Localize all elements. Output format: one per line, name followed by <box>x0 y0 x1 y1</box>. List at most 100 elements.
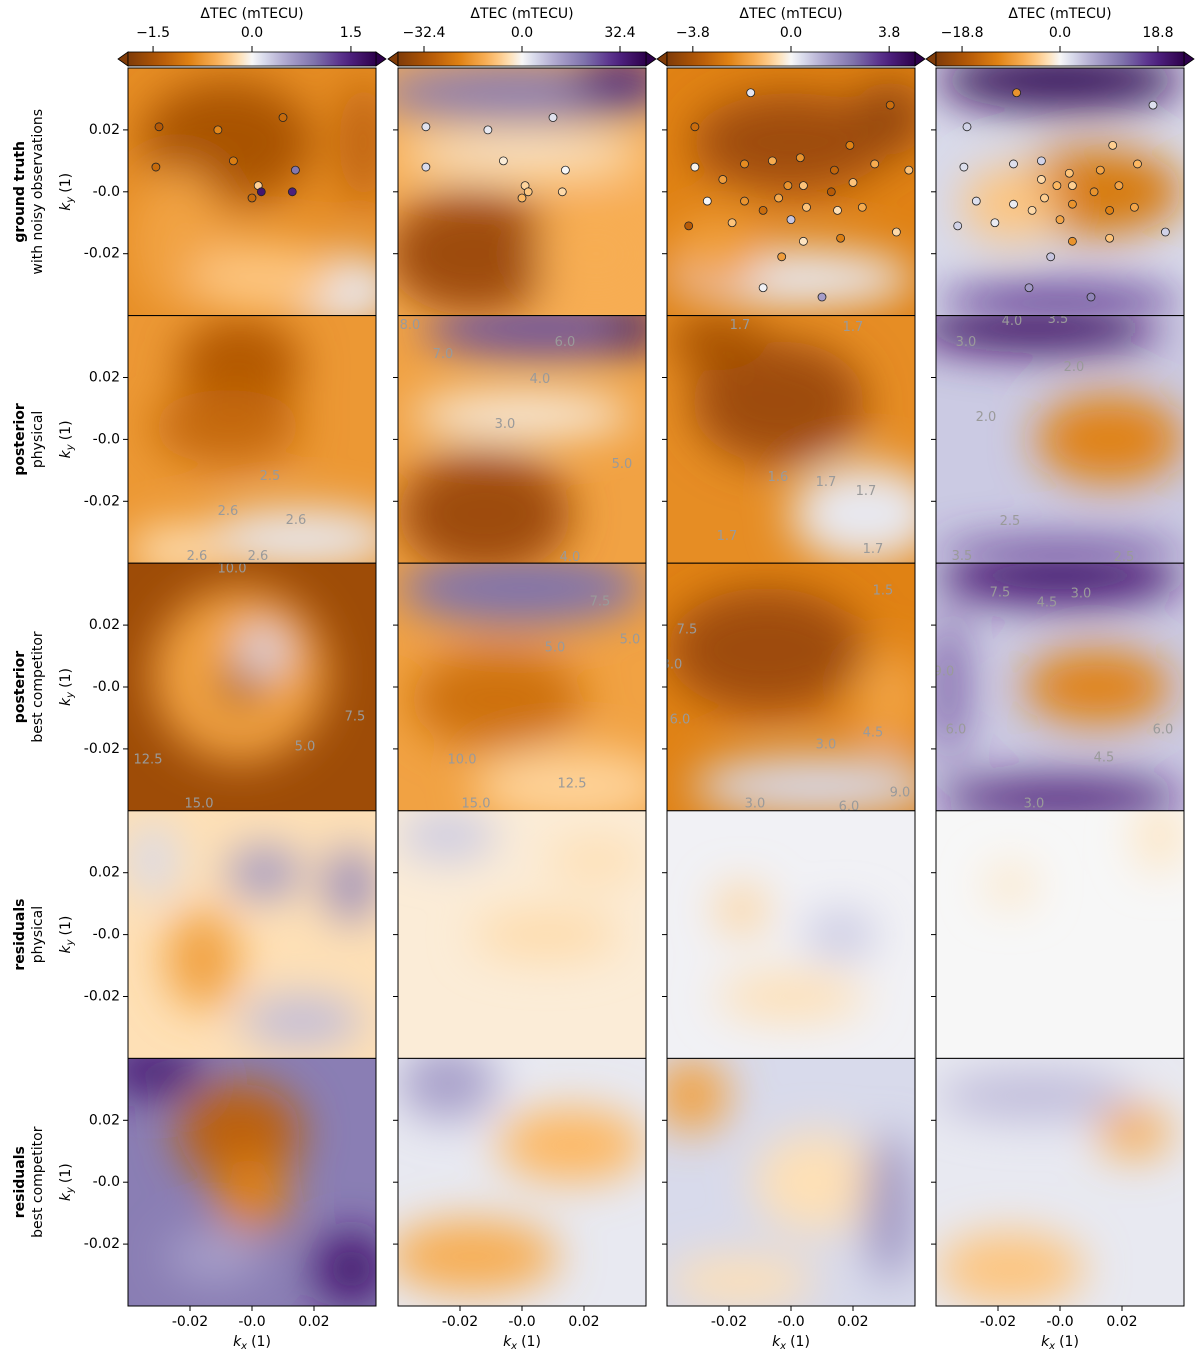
observation <box>690 122 700 132</box>
observation <box>498 156 508 166</box>
heatmap-blob <box>936 540 1184 564</box>
axis-var: k <box>58 945 74 954</box>
x-axis-label: kx (1) <box>233 1334 271 1352</box>
x-tick-label: 0.02 <box>298 1314 329 1330</box>
heatmap-field <box>398 315 646 564</box>
contour-label: 2.6 <box>187 549 208 564</box>
axis-unit: (1) <box>58 1163 74 1183</box>
heatmap <box>936 68 1184 316</box>
colorbar-tick-label: 3.8 <box>878 25 900 41</box>
y-axis-label: ky (1) <box>58 916 76 954</box>
observation <box>1089 187 1099 197</box>
y-tick-label: 0.02 <box>89 617 120 633</box>
contour-label: 5.0 <box>612 457 633 472</box>
heatmap-blob <box>410 649 584 749</box>
row-label-title: ground truth <box>12 141 28 243</box>
contour-label: 7.5 <box>990 586 1011 601</box>
axis-var: k <box>58 1192 74 1201</box>
contour-label: 5.0 <box>620 633 641 648</box>
heatmap-blob <box>691 340 866 465</box>
observation <box>1055 215 1065 225</box>
heatmap-blob <box>936 1070 1135 1121</box>
observation <box>885 100 895 110</box>
observation <box>1148 100 1158 110</box>
observation <box>1009 159 1018 169</box>
heatmap-blob <box>1035 394 1184 484</box>
heatmap-blob <box>667 1256 816 1306</box>
heatmap-blob <box>534 204 646 304</box>
observation <box>740 159 749 169</box>
contour-label: 3.5 <box>952 549 973 564</box>
axis-var: k <box>772 1334 781 1350</box>
heatmap-blob <box>1097 1107 1172 1158</box>
observation <box>1046 252 1056 262</box>
heatmap <box>128 810 376 1059</box>
observation <box>421 162 431 172</box>
y-tick-label: -0.02 <box>84 989 120 1005</box>
observation <box>802 202 811 212</box>
y-axis-label: ky (1) <box>58 420 76 458</box>
x-axis-label: kx (1) <box>1041 1334 1079 1352</box>
contour-label: 6.0 <box>839 800 860 815</box>
colorbar-tick-label: 0.0 <box>241 25 263 41</box>
contour-label: 2.5 <box>1000 514 1021 529</box>
y-axis-label: ky (1) <box>58 668 76 706</box>
heatmap <box>936 1058 1184 1306</box>
colorbar-label: ΔTEC (mTECU) <box>1008 6 1111 22</box>
axis-var: k <box>503 1334 512 1350</box>
observation <box>1068 181 1077 191</box>
contour-label: 3.0 <box>745 797 766 812</box>
x-tick-label: -0.0 <box>508 1314 535 1330</box>
heatmap-field <box>398 810 646 960</box>
heatmap-field <box>716 885 878 1022</box>
colorbar <box>666 51 916 67</box>
observation <box>799 181 808 191</box>
observation <box>1105 205 1114 215</box>
heatmap-blob <box>239 996 364 1047</box>
heatmap-blob <box>165 1231 265 1282</box>
observation <box>774 193 783 203</box>
heatmap-blob <box>936 283 1184 316</box>
y-tick-label: -0.0 <box>93 184 120 200</box>
row-label-subtitle: physical <box>30 411 46 468</box>
heatmap-blob <box>936 563 1184 606</box>
heatmap <box>398 1058 646 1306</box>
axis-var: k <box>1041 1334 1050 1350</box>
axis-sub: y <box>65 443 76 451</box>
heatmap-blob <box>865 1132 915 1282</box>
colorbar-label: ΔTEC (mTECU) <box>200 6 303 22</box>
observation <box>1133 159 1142 169</box>
observation <box>684 221 694 231</box>
observation <box>561 165 570 175</box>
colorbar-tick-label: 0.0 <box>780 25 802 41</box>
y-tick-label: 0.02 <box>89 1112 120 1128</box>
contour-label: 10.0 <box>218 562 247 577</box>
observation <box>799 236 808 246</box>
observation <box>228 156 238 166</box>
heatmap <box>936 810 1184 1059</box>
observation <box>892 227 901 237</box>
axis-unit: (1) <box>521 1334 541 1350</box>
contour-label: 7.5 <box>345 710 366 725</box>
colorbar-tick-label: −1.5 <box>136 25 170 41</box>
heatmap-blob <box>546 835 646 886</box>
axis-var: k <box>233 1334 242 1350</box>
row-label-title: residuals <box>12 899 28 971</box>
contour-label: 1.7 <box>816 475 837 490</box>
y-tick-label: 0.02 <box>89 122 120 138</box>
heatmap-field <box>128 1058 376 1306</box>
heatmap-blob <box>803 909 878 960</box>
contour-label: 2.0 <box>1064 360 1085 375</box>
axis-unit: (1) <box>58 420 74 440</box>
heatmap-blob <box>398 563 646 626</box>
heatmap: 8.0 7.0 6.0 4.0 3.0 5.0 4.0 <box>398 315 646 564</box>
observation <box>1068 236 1077 246</box>
observation <box>690 162 700 172</box>
observation <box>848 178 858 187</box>
observation <box>857 202 867 212</box>
axis-sub: x <box>240 1341 247 1352</box>
heatmap-blob <box>936 612 961 762</box>
observation <box>758 205 768 215</box>
contour-label: 15.0 <box>462 797 491 812</box>
contour-label: 3.5 <box>1048 312 1069 327</box>
